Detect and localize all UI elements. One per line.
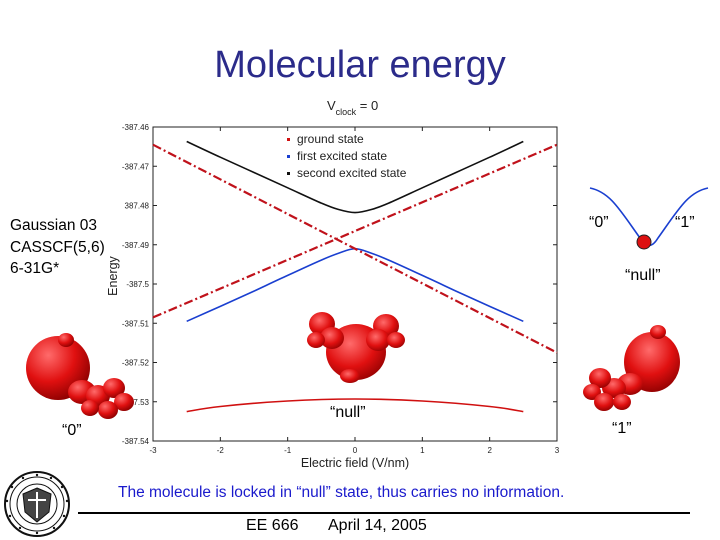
- series-line-second-excited-state: [186, 140, 524, 214]
- legend-marker: [287, 172, 290, 175]
- y-tick-label: -387.51: [122, 319, 150, 328]
- x-axis-label: Electric field (V/nm): [301, 456, 409, 470]
- y-tick-label: -387.53: [122, 398, 150, 407]
- x-tick-label: 1: [420, 446, 425, 455]
- legend-marker: [287, 155, 290, 158]
- x-tick-label: -1: [284, 446, 292, 455]
- y-tick-label: -387.54: [122, 437, 150, 446]
- molecule-null-state-icon: [307, 312, 405, 383]
- method-line-program: Gaussian 03: [10, 217, 98, 234]
- molecule-one-state-icon: [583, 325, 680, 411]
- footer-date: April 14, 2005: [328, 517, 427, 534]
- y-tick-label: -387.49: [122, 241, 150, 250]
- y-tick-label: -387.47: [122, 162, 150, 171]
- x-tick-label: -2: [217, 446, 225, 455]
- label-null-center: “null”: [330, 404, 366, 421]
- y-tick-label: -387.52: [122, 359, 150, 368]
- slide-caption: The molecule is locked in “null” state, …: [118, 484, 565, 501]
- x-tick-label: -3: [149, 446, 157, 455]
- y-tick-label: 387.48: [125, 202, 150, 211]
- x-tick-label: 3: [555, 446, 560, 455]
- y-tick-label: -387.46: [122, 123, 150, 132]
- slide-title: Molecular energy: [214, 44, 506, 86]
- legend-label: first excited state: [297, 149, 387, 163]
- legend-marker: [287, 138, 290, 141]
- university-seal-icon: [4, 471, 70, 537]
- label-zero-left: “0”: [62, 422, 82, 439]
- diabatic-dashed-line: [152, 143, 558, 354]
- series-line-ground-state: [186, 398, 524, 413]
- x-tick-label: 2: [487, 446, 492, 455]
- y-tick-label: -387.5: [126, 280, 149, 289]
- x-tick-label: 0: [353, 446, 358, 455]
- plot-title: Vclock = 0: [327, 98, 378, 117]
- well-label-null: “null”: [625, 267, 661, 284]
- method-line-method: CASSCF(5,6): [10, 239, 105, 256]
- legend-label: second excited state: [297, 166, 407, 180]
- well-label-one: “1”: [675, 214, 695, 231]
- y-axis-label: Energy: [106, 255, 120, 295]
- well-label-zero: “0”: [589, 214, 609, 231]
- footer-course: EE 666: [246, 517, 299, 534]
- molecule-zero-state-icon: [26, 333, 134, 419]
- footer-divider: [78, 512, 690, 514]
- method-line-basis: 6-31G*: [10, 260, 60, 277]
- label-one-right: “1”: [612, 420, 632, 437]
- double-well-potential-icon: [589, 187, 709, 250]
- legend-label: ground state: [297, 132, 364, 146]
- diabatic-dashed-line: [152, 143, 558, 319]
